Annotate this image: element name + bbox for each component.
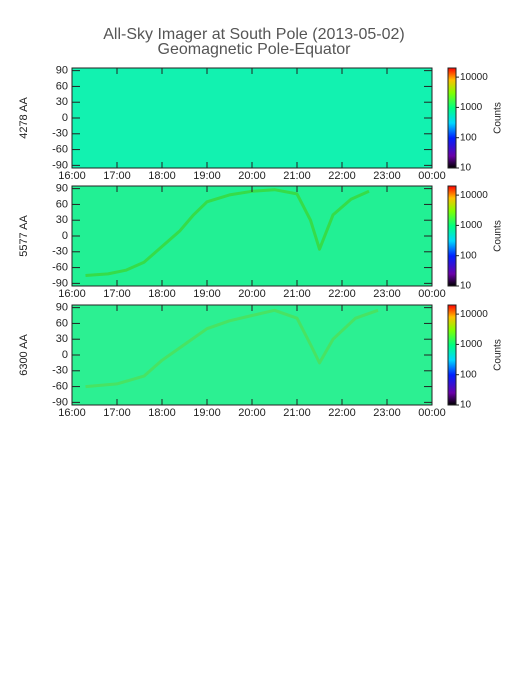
colorbar-tick-label: 100 [460,132,477,143]
colorbar-tick-label: 10 [460,400,472,411]
y-tick-label: -60 [52,143,68,155]
x-tick-label: 00:00 [418,288,446,300]
x-tick-label: 21:00 [283,288,311,300]
x-tick-label: 17:00 [103,407,131,419]
x-tick-label: 19:00 [193,407,221,419]
y-tick-label: 90 [56,65,68,77]
colorbar-label: Counts [493,102,504,134]
x-tick-label: 23:00 [373,288,401,300]
x-tick-label: 19:00 [193,170,221,182]
x-tick-label: 20:00 [238,407,266,419]
x-tick-label: 23:00 [373,170,401,182]
x-tick-label: 00:00 [418,407,446,419]
y-tick-label: -30 [52,365,68,377]
colorbar [447,304,457,406]
x-tick-label: 20:00 [238,170,266,182]
colorbar-label: Counts [493,339,504,371]
colorbar-tick-label: 10000 [460,190,488,201]
x-tick-label: 18:00 [148,407,176,419]
x-tick-label: 22:00 [328,407,356,419]
x-tick-label: 18:00 [148,288,176,300]
x-tick-label: 17:00 [103,170,131,182]
colorbar [447,185,457,287]
x-tick-label: 16:00 [58,170,86,182]
y-tick-label: 30 [56,333,68,345]
x-tick-label: 20:00 [238,288,266,300]
colorbar-tick-label: 1000 [460,102,483,113]
y-tick-label: -90 [52,159,68,171]
y-tick-label: 0 [62,230,68,242]
x-tick-label: 23:00 [373,407,401,419]
y-tick-label: 0 [62,112,68,124]
colorbar-tick-label: 1000 [460,339,483,350]
colorbar-tick-label: 100 [460,250,477,261]
colorbar-tick-label: 10 [460,281,472,292]
y-tick-label: -90 [52,277,68,289]
colorbar-tick-label: 10000 [460,72,488,83]
colorbar-tick-label: 100 [460,369,477,380]
x-tick-label: 17:00 [103,288,131,300]
chart-title: All-Sky Imager at South Pole (2013-05-02… [103,26,404,43]
heatmap-image [72,68,432,168]
x-tick-label: 16:00 [58,288,86,300]
y-tick-label: -90 [52,396,68,408]
y-tick-label: -30 [52,128,68,140]
colorbar-tick-label: 10 [460,163,472,174]
x-tick-label: 00:00 [418,170,446,182]
auroral-arc [85,308,379,389]
heatmap-image [72,186,432,286]
y-axis-label: 5577 AA [18,215,30,257]
colorbar-tick-label: 1000 [460,220,483,231]
y-tick-label: -60 [52,380,68,392]
x-tick-label: 16:00 [58,407,86,419]
y-tick-label: 30 [56,96,68,108]
x-tick-label: 21:00 [283,407,311,419]
y-tick-label: 60 [56,80,68,92]
y-tick-label: -30 [52,246,68,258]
x-tick-label: 18:00 [148,170,176,182]
y-axis-label: 4278 AA [18,97,30,139]
y-axis-label: 6300 AA [18,334,30,376]
y-tick-label: 0 [62,349,68,361]
colorbar [447,67,457,169]
y-tick-label: 30 [56,214,68,226]
y-tick-label: 90 [56,302,68,314]
heatmap-image [72,305,432,405]
x-tick-label: 21:00 [283,170,311,182]
x-tick-label: 22:00 [328,170,356,182]
y-tick-label: 90 [56,183,68,195]
x-tick-label: 22:00 [328,288,356,300]
colorbar-tick-label: 10000 [460,309,488,320]
auroral-arc [85,188,370,277]
y-tick-label: 60 [56,317,68,329]
x-tick-label: 19:00 [193,288,221,300]
y-tick-label: 60 [56,198,68,210]
chart-subtitle: Geomagnetic Pole-Equator [158,41,352,58]
colorbar-label: Counts [493,220,504,252]
y-tick-label: -60 [52,261,68,273]
